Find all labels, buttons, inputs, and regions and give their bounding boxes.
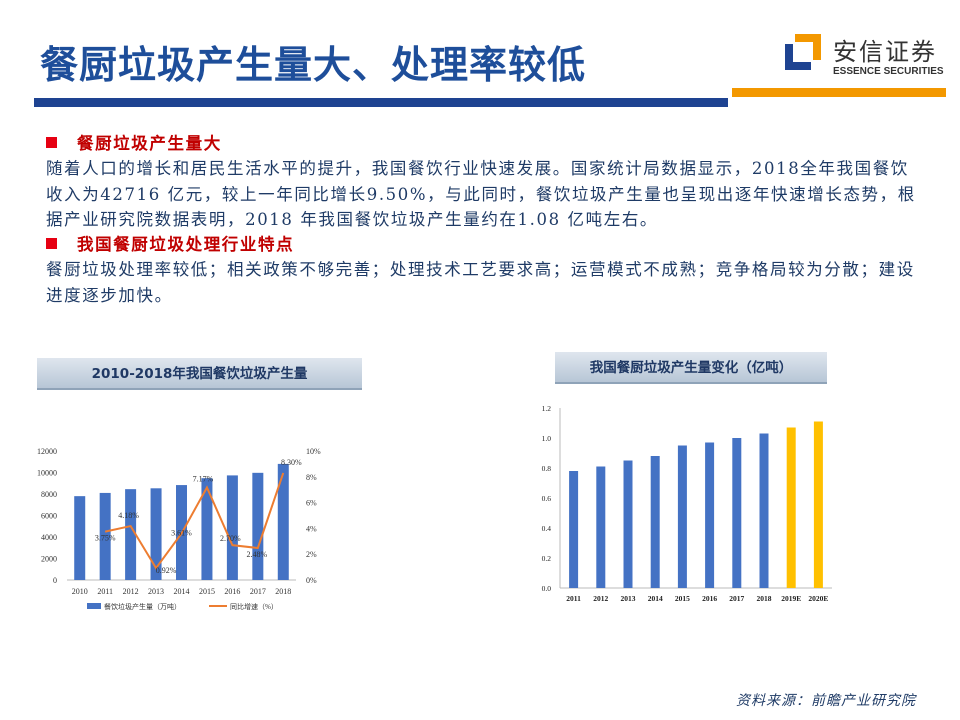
x-tick-label: 2019E	[781, 594, 801, 603]
logo-mark-icon	[785, 34, 821, 70]
y2-tick-label: 10%	[306, 447, 321, 456]
bar	[99, 492, 111, 580]
x-tick-label: 2016	[224, 587, 240, 596]
data-label: 7.17%	[193, 475, 214, 484]
bar	[813, 421, 823, 588]
y2-tick-label: 2%	[306, 550, 317, 559]
data-label: 3.75%	[95, 534, 116, 543]
growth-line	[104, 472, 285, 570]
bar	[732, 438, 742, 588]
x-tick-label: 2013	[148, 587, 164, 596]
data-label: 8.30%	[281, 458, 302, 467]
bar	[623, 460, 633, 588]
logo: 安信证券 ESSENCE SECURITIES	[785, 28, 945, 80]
section-heading-text: 餐厨垃圾产生量大	[77, 134, 222, 153]
bar	[650, 456, 660, 588]
y2-tick-label: 8%	[306, 473, 317, 482]
legend-bar-swatch	[87, 603, 101, 609]
y-tick-label: 0.0	[542, 584, 552, 593]
data-label: 4.18%	[118, 511, 139, 520]
y-tick-label: 10000	[37, 469, 57, 478]
x-tick-label: 2018	[757, 594, 772, 603]
data-label: 3.61%	[171, 528, 192, 537]
bar	[705, 442, 715, 588]
bar	[569, 471, 579, 588]
x-tick-label: 2012	[123, 587, 139, 596]
y-tick-label: 8000	[41, 490, 57, 499]
logo-cn: 安信证券	[833, 38, 937, 66]
y-tick-label: 1.0	[542, 434, 552, 443]
chart1-title: 2010-2018年我国餐饮垃圾产生量	[37, 358, 362, 390]
x-tick-label: 2011	[97, 587, 113, 596]
bar	[277, 463, 289, 580]
y-tick-label: 1.2	[542, 404, 552, 413]
y-tick-label: 2000	[41, 555, 57, 564]
section-heading-text: 我国餐厨垃圾处理行业特点	[77, 235, 295, 255]
bar	[150, 488, 162, 580]
y-tick-label: 12000	[37, 447, 57, 456]
section-heading: 餐厨垃圾产生量大	[46, 131, 916, 156]
legend-line-label: 同比增速（%）	[230, 602, 278, 611]
y-tick-label: 0.2	[542, 554, 552, 563]
x-tick-label: 2010	[72, 587, 88, 596]
chart2-title: 我国餐厨垃圾产生量变化（亿吨）	[555, 352, 827, 384]
bar	[201, 478, 213, 580]
bar	[74, 496, 86, 580]
body-text: 餐厨垃圾产生量大 随着人口的增长和居民生活水平的提升，我国餐饮行业快速发展。国家…	[46, 131, 916, 308]
logo-en: ESSENCE SECURITIES	[833, 66, 944, 77]
header-divider-orange	[732, 88, 946, 97]
bar	[252, 472, 264, 580]
x-tick-label: 2016	[702, 594, 717, 603]
x-tick-label: 2015	[199, 587, 215, 596]
bar	[759, 433, 769, 588]
data-label: 2.70%	[220, 534, 241, 543]
bar	[677, 445, 687, 588]
y-tick-label: 6000	[41, 512, 57, 521]
data-label: 2.48%	[246, 550, 267, 559]
x-tick-label: 2012	[593, 594, 608, 603]
x-tick-label: 2018	[275, 587, 291, 596]
x-tick-label: 2020E	[808, 594, 828, 603]
section-body: 随着人口的增长和居民生活水平的提升，我国餐饮行业快速发展。国家统计局数据显示，2…	[46, 159, 916, 229]
bullet-square-icon	[46, 238, 57, 250]
section-body: 餐厨垃圾处理率较低；相关政策不够完善；处理技术工艺要求高；运营模式不成熟；竞争格…	[46, 260, 915, 305]
x-tick-label: 2014	[648, 594, 663, 603]
x-tick-label: 2017	[250, 587, 266, 596]
legend-bar-label: 餐饮垃圾产生量（万吨）	[104, 602, 181, 611]
bar	[125, 489, 137, 580]
y2-tick-label: 0%	[306, 576, 317, 585]
y-tick-label: 4000	[41, 533, 57, 542]
bar	[786, 427, 796, 588]
source-note: 资料来源：前瞻产业研究院	[736, 693, 916, 709]
bar	[596, 466, 606, 588]
section-heading: 我国餐厨垃圾处理行业特点	[46, 232, 916, 257]
x-tick-label: 2015	[675, 594, 690, 603]
y-tick-label: 0.4	[542, 524, 552, 533]
page-title: 餐厨垃圾产生量大、处理率较低	[40, 43, 587, 87]
y-tick-label: 0	[53, 576, 57, 585]
y2-tick-label: 6%	[306, 499, 317, 508]
x-tick-label: 2011	[566, 594, 581, 603]
y-tick-label: 0.6	[542, 494, 552, 503]
x-tick-label: 2017	[729, 594, 744, 603]
x-tick-label: 2013	[621, 594, 636, 603]
header-divider-blue	[34, 98, 728, 107]
bar	[226, 475, 238, 580]
y2-tick-label: 4%	[306, 524, 317, 533]
bullet-square-icon	[46, 137, 57, 148]
x-tick-label: 2014	[174, 587, 190, 596]
data-label: 0.92%	[156, 566, 177, 575]
y-tick-label: 0.8	[542, 464, 552, 473]
